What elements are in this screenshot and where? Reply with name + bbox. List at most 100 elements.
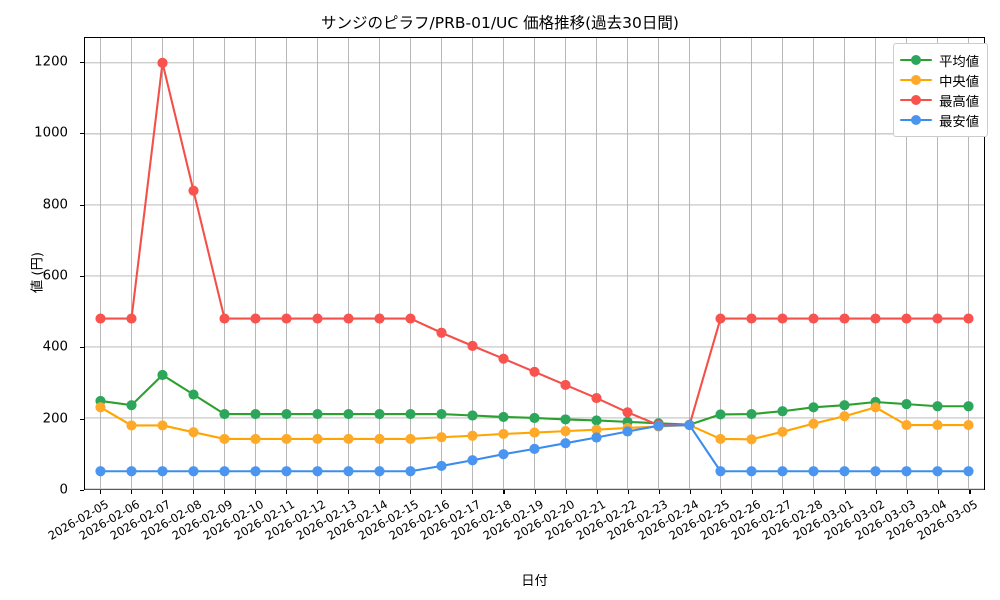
data-point <box>932 420 943 431</box>
legend-item[interactable]: 最高値 <box>900 90 979 110</box>
chart-title: サンジのピラフ/PRB-01/UC 価格推移(過去30日間) <box>321 14 679 32</box>
data-point <box>219 408 230 420</box>
data-point <box>436 327 447 338</box>
data-point <box>808 418 819 429</box>
data-point <box>436 408 447 420</box>
data-point <box>312 313 323 324</box>
legend-item-label: 平均値 <box>939 54 979 70</box>
data-point <box>405 433 416 445</box>
y-axis-tick-labels: 0 200 400 600 800 1000 1200 <box>0 37 76 497</box>
data-point <box>343 313 354 324</box>
data-point <box>808 313 819 324</box>
data-point <box>622 426 633 437</box>
y-axis-tick-marks <box>76 37 84 492</box>
data-point <box>250 466 261 477</box>
data-point <box>498 449 509 460</box>
data-point <box>715 433 726 445</box>
data-point <box>591 415 602 426</box>
y-tick-label: 200 <box>42 411 68 427</box>
data-point <box>312 408 323 420</box>
data-point <box>901 313 912 324</box>
data-point <box>591 393 602 404</box>
legend-item-label: 最高値 <box>939 94 979 110</box>
data-point <box>188 185 199 196</box>
data-point <box>467 430 478 441</box>
x-axis-tick-marks <box>84 490 985 495</box>
data-point <box>870 313 881 324</box>
data-point <box>436 432 447 443</box>
data-point <box>870 402 881 413</box>
legend-marker-icon <box>900 53 933 67</box>
data-point <box>963 313 974 324</box>
data-point <box>250 408 261 420</box>
data-point <box>746 408 757 420</box>
series-lines <box>95 57 974 477</box>
data-point <box>126 466 137 477</box>
y-tick-label: 600 <box>42 268 68 284</box>
data-point <box>219 466 230 477</box>
data-point <box>746 313 757 324</box>
data-point <box>374 313 385 324</box>
data-point <box>126 313 137 324</box>
data-point <box>250 433 261 445</box>
legend-marker-icon <box>900 93 933 107</box>
x-axis-label: 日付 <box>521 574 548 589</box>
data-point <box>498 353 509 364</box>
data-point <box>281 408 292 420</box>
data-point <box>684 420 695 431</box>
data-point <box>374 433 385 445</box>
data-point <box>808 402 819 413</box>
data-point <box>839 313 850 324</box>
data-point <box>467 455 478 466</box>
data-point <box>839 400 850 411</box>
data-point <box>95 402 106 413</box>
data-point <box>219 433 230 445</box>
data-point <box>250 313 261 324</box>
legend-item[interactable]: 中央値 <box>900 70 979 90</box>
data-point <box>374 408 385 420</box>
x-axis-tick-labels: 2026-02-05 2026-02-06 2026-02-07 2026-02-08… <box>45 497 985 567</box>
data-point <box>560 379 571 391</box>
data-point <box>746 466 757 477</box>
data-point <box>777 406 788 417</box>
data-point <box>560 438 571 449</box>
data-point <box>95 313 106 324</box>
y-tick-label: 800 <box>42 197 68 213</box>
data-point <box>963 466 974 477</box>
data-point <box>95 466 106 477</box>
legend-item[interactable]: 平均値 <box>900 50 979 70</box>
data-point <box>529 412 540 424</box>
plot-area <box>84 37 985 490</box>
data-point <box>870 466 881 477</box>
data-point <box>343 433 354 445</box>
legend-item[interactable]: 最安値 <box>900 110 979 130</box>
legend-marker-icon <box>900 113 933 127</box>
data-point <box>963 420 974 431</box>
data-point <box>312 433 323 445</box>
data-point <box>777 313 788 324</box>
data-point <box>157 369 168 381</box>
data-point <box>498 428 509 440</box>
chart-legend: 平均値中央値最高値最安値 <box>893 43 988 137</box>
data-point <box>188 466 199 477</box>
data-point <box>312 466 323 477</box>
data-point <box>653 420 664 431</box>
data-point <box>715 466 726 477</box>
data-point <box>777 426 788 437</box>
data-point <box>405 408 416 420</box>
legend-item-label: 中央値 <box>939 74 979 90</box>
data-point <box>219 313 230 324</box>
legend-item-label: 最安値 <box>939 114 979 130</box>
data-point <box>405 466 416 477</box>
data-point <box>157 420 168 431</box>
data-point <box>932 313 943 324</box>
data-point <box>188 427 199 438</box>
data-point <box>529 366 540 377</box>
data-point <box>715 313 726 324</box>
data-point <box>560 426 571 437</box>
y-tick-label: 400 <box>42 339 68 355</box>
legend-marker-icon <box>900 73 933 87</box>
data-point <box>126 420 137 431</box>
y-tick-label: 1000 <box>34 125 68 141</box>
